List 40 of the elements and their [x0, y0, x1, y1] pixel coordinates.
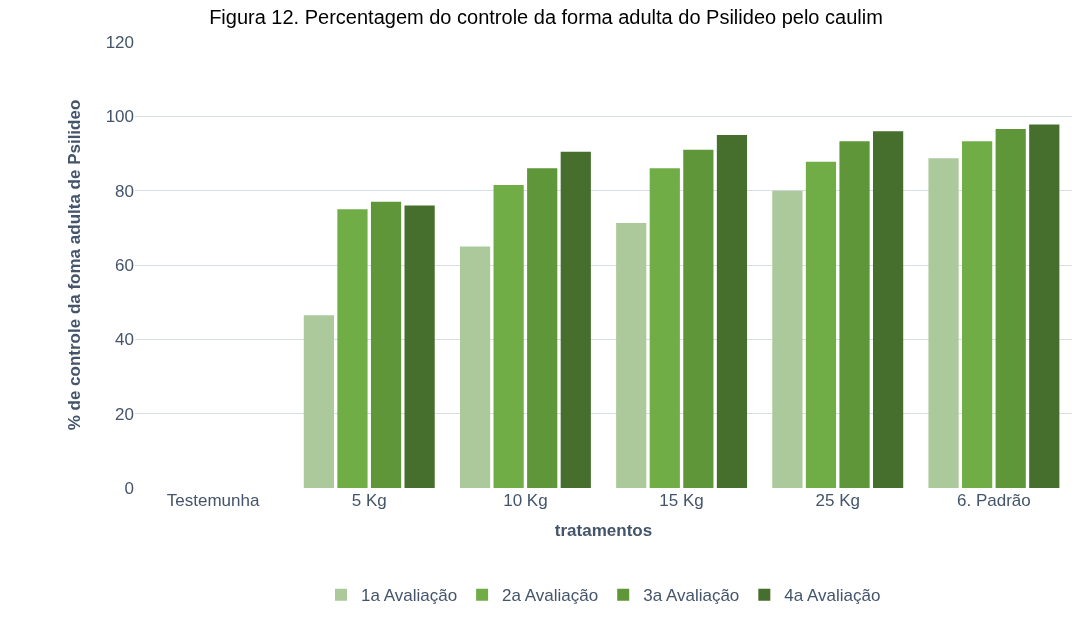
x-tick-label: 25 Kg	[815, 491, 860, 510]
bar	[493, 185, 524, 488]
x-tick-label: 6. Padrão	[957, 491, 1031, 510]
bar	[873, 131, 904, 488]
bar	[649, 168, 680, 488]
x-tick-label: 5 Kg	[351, 491, 387, 510]
bar	[962, 141, 993, 488]
x-tick-label: 10 Kg	[503, 491, 548, 510]
bar	[1029, 124, 1060, 488]
chart-title: Figura 12. Percentagem do controle da forma adulta do Psilideo pelo caulim	[209, 5, 883, 28]
x-tick-label: Testemunha	[166, 491, 260, 510]
bar	[404, 205, 435, 488]
x-tick-label: 15 Kg	[659, 491, 704, 510]
bar	[839, 141, 870, 488]
bar	[683, 149, 714, 488]
bar	[370, 201, 402, 488]
y-tick-label: 20	[115, 404, 134, 424]
bar	[995, 128, 1026, 488]
bar	[303, 315, 334, 488]
y-tick-label: 100	[105, 107, 134, 127]
legend-label: 4a Avaliação	[784, 586, 881, 606]
y-tick-label: 120	[105, 32, 134, 52]
y-tick-label: 0	[124, 478, 134, 498]
bar	[459, 246, 491, 488]
y-tick-label: 80	[115, 181, 134, 201]
bar	[805, 161, 837, 488]
bar	[928, 158, 959, 488]
bar	[527, 168, 558, 488]
bar	[772, 190, 803, 488]
bar	[716, 134, 748, 488]
bar	[616, 223, 647, 488]
legend-label: 2a Avaliação	[502, 586, 599, 606]
y-tick-label: 60	[115, 255, 134, 275]
legend-label: 3a Avaliação	[643, 586, 740, 606]
y-axis-title: % de controle da foma adulta de Psilideo	[65, 99, 85, 431]
bar	[560, 151, 591, 488]
bar	[337, 209, 368, 488]
legend-label: 1a Avaliação	[361, 586, 458, 606]
y-tick-label: 40	[115, 330, 134, 350]
x-axis-title: tratamentos	[554, 521, 653, 541]
